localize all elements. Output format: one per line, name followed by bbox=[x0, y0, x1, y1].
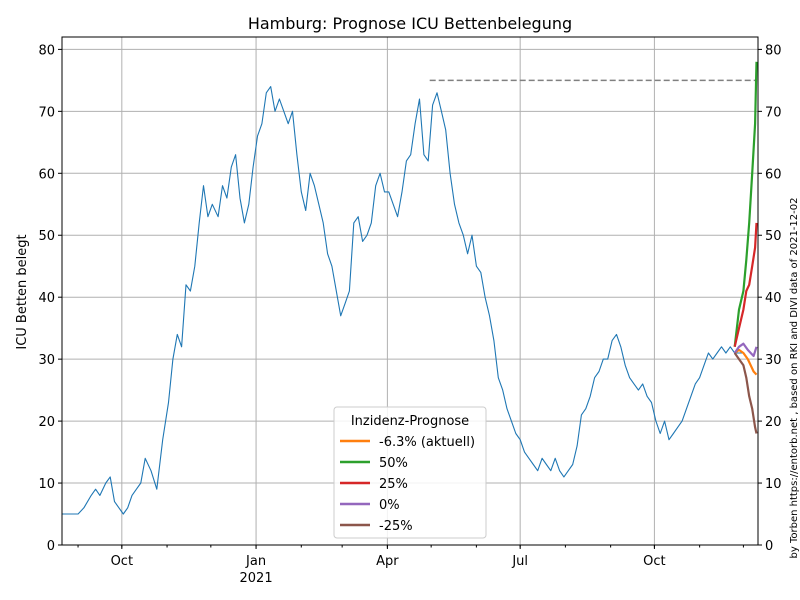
y-tick-label-left: 10 bbox=[38, 477, 55, 492]
x-tick-label: Jul bbox=[511, 554, 528, 569]
legend-label: 50% bbox=[379, 456, 408, 471]
axes: 0 0 10 10 20 20 30 30 40 40 50 50 60 60 70 70 80 80 Oct Jan… bbox=[38, 43, 781, 586]
y-tick-label-right: 30 bbox=[765, 353, 782, 368]
forecast-line bbox=[733, 61, 758, 347]
y-tick-label-right: 40 bbox=[765, 291, 782, 306]
y-tick-label-left: 50 bbox=[38, 229, 55, 244]
y-tick-label-right: 20 bbox=[765, 415, 782, 430]
historic-line bbox=[62, 86, 744, 515]
y-tick-label-left: 70 bbox=[38, 105, 55, 120]
x-tick-label: Oct bbox=[111, 554, 133, 569]
legend-title: Inzidenz-Prognose bbox=[351, 414, 469, 429]
legend: Inzidenz-Prognose -6.3% (aktuell) 50% 25% 0… bbox=[333, 406, 487, 539]
legend-label: -6.3% (aktuell) bbox=[379, 435, 475, 450]
legend-items: -6.3% (aktuell) 50% 25% 0% -25% bbox=[340, 435, 475, 534]
forecast-line bbox=[734, 348, 758, 376]
y-tick-label-left: 20 bbox=[38, 415, 55, 430]
y-tick-label-right: 50 bbox=[765, 229, 782, 244]
y-tick-label-right: 80 bbox=[765, 43, 782, 58]
y-tick-label-right: 60 bbox=[765, 167, 782, 182]
y-tick-label-right: 70 bbox=[765, 105, 782, 120]
y-tick-label-left: 30 bbox=[38, 353, 55, 368]
x-tick-label: Jan bbox=[245, 554, 266, 569]
legend-box bbox=[333, 406, 487, 539]
plot-area bbox=[62, 61, 758, 515]
forecast-line bbox=[733, 352, 758, 434]
chart-title: Hamburg: Prognose ICU Bettenbelegung bbox=[248, 14, 572, 33]
legend-label: 0% bbox=[379, 498, 400, 513]
x-tick-label: Oct bbox=[643, 554, 665, 569]
y-tick-label-left: 40 bbox=[38, 291, 55, 306]
x-tick-label: Apr bbox=[376, 554, 399, 569]
legend-label: 25% bbox=[379, 477, 408, 492]
plot-frame bbox=[61, 36, 759, 546]
y-tick-label-left: 60 bbox=[38, 167, 55, 182]
legend-label: -25% bbox=[379, 519, 413, 534]
y-tick-label-right: 10 bbox=[765, 477, 782, 492]
y-axis-label: ICU Betten belegt bbox=[15, 234, 30, 349]
credit-note: by Torben https://entorb.net , based on … bbox=[789, 198, 800, 559]
y-tick-label-left: 80 bbox=[38, 43, 55, 58]
x-tick-sublabel: 2021 bbox=[240, 571, 273, 586]
forecast-line bbox=[733, 222, 758, 348]
forecast-line bbox=[733, 342, 758, 358]
y-tick-label-right: 0 bbox=[765, 539, 773, 554]
y-tick-label-left: 0 bbox=[47, 539, 55, 554]
